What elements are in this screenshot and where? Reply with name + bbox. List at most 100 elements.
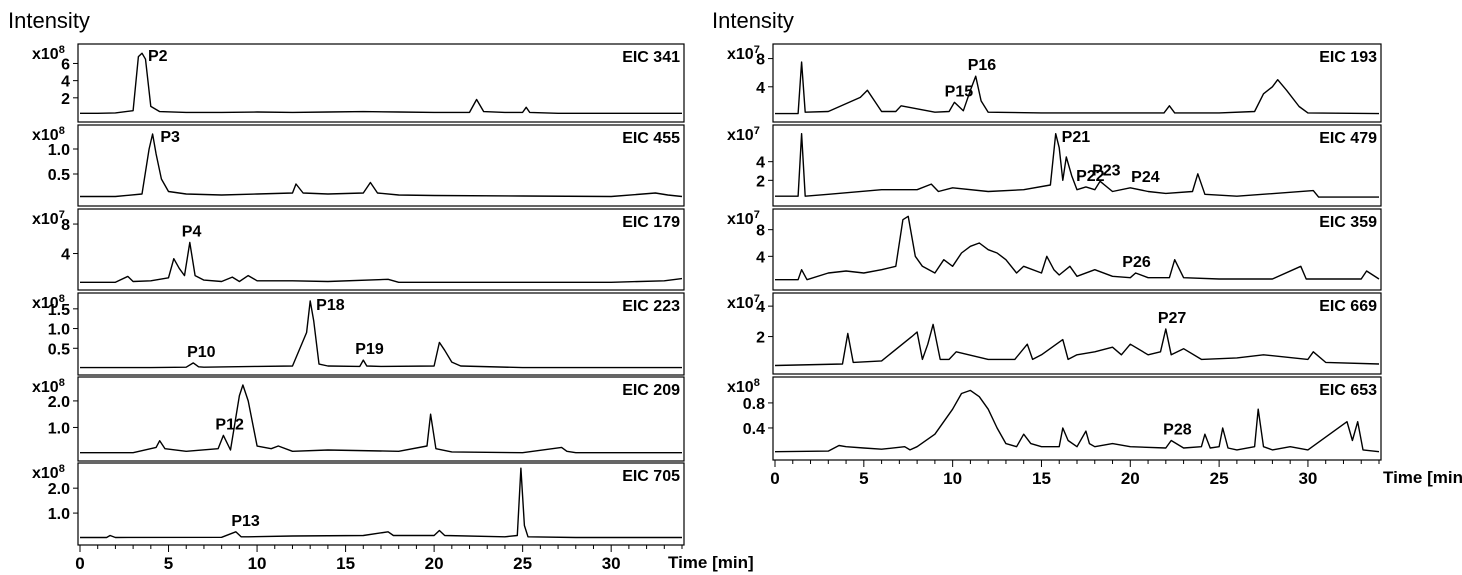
x-tick-label: 0: [75, 554, 84, 573]
peak-label-p23: P23: [1092, 162, 1121, 179]
y-multiplier-exponent: 8: [754, 377, 760, 389]
eic-panel-1: EIC 341 x108 246 P2: [32, 43, 685, 123]
eic-panel-9: EIC 359 x107 4 8 P26: [727, 208, 1382, 291]
y-tick-label: 2.0: [48, 481, 70, 498]
panel-frame: [772, 124, 1382, 207]
y-tick-label: 1.5: [48, 302, 70, 319]
y-tick-label: 1.0: [48, 322, 70, 339]
eic-panel-10: EIC 669 x107 2 4 P27: [727, 292, 1382, 375]
peak-label-p26: P26: [1122, 254, 1151, 271]
panel-title: EIC 653: [1319, 382, 1377, 399]
eic-trace: [80, 384, 682, 454]
eic-panel-7: EIC 193 x107 4 8 P15 P16: [727, 43, 1382, 123]
eic-panel-2: EIC 455 x108 0.5 1.0 P3: [32, 124, 685, 207]
eic-trace: [774, 389, 1380, 453]
x-tick-label: 5: [164, 554, 173, 573]
peak-label-p28: P28: [1163, 421, 1192, 438]
y-multiplier: x108: [32, 377, 65, 396]
panel-frame: [77, 43, 685, 123]
eic-trace: [80, 52, 682, 115]
panel-frame: [772, 208, 1382, 291]
panel-frame: [77, 124, 685, 207]
y-multiplier-exponent: 7: [754, 209, 760, 221]
y-multiplier: x108: [32, 293, 65, 312]
peak-label-p19: P19: [355, 341, 384, 358]
x-tick-label: 20: [1121, 469, 1140, 488]
y-tick-label: 6: [61, 56, 70, 73]
panel-title: EIC 359: [1319, 214, 1377, 231]
y-tick-label: 2: [756, 330, 765, 347]
panel-frame: [77, 292, 685, 376]
eic-trace: [774, 323, 1380, 367]
y-multiplier: x107: [727, 293, 760, 312]
eic-panel-3: EIC 179 x107 4 8 P4: [32, 208, 685, 291]
x-tick-label: 30: [1298, 469, 1317, 488]
y-multiplier-exponent: 8: [59, 125, 65, 137]
y-multiplier-exponent: 7: [754, 293, 760, 305]
left-x-axis: 0 5 10 15 20 25 30: [75, 545, 683, 573]
right-y-axis-title: Intensity: [712, 8, 794, 33]
y-multiplier: x108: [32, 463, 65, 482]
peak-label-p10: P10: [187, 344, 216, 361]
panel-title: EIC 479: [1319, 130, 1377, 147]
y-multiplier-exponent: 7: [59, 209, 65, 221]
y-multiplier: x108: [727, 377, 760, 396]
eic-trace: [775, 132, 1379, 198]
x-tick-label: 10: [248, 554, 267, 573]
panel-title: EIC 209: [622, 382, 680, 399]
peak-label-p12: P12: [215, 416, 244, 433]
peak-label-p18: P18: [316, 297, 345, 314]
y-tick-label: 1.0: [48, 142, 70, 159]
y-multiplier-exponent: 8: [59, 44, 65, 56]
y-tick-label: 0.4: [743, 421, 765, 438]
eic-panel-6: EIC 705 x108 1.0 2.0 P13: [32, 462, 685, 546]
x-tick-label: 25: [513, 554, 532, 573]
y-tick-label: 4: [61, 247, 70, 264]
y-tick-label: 2: [756, 173, 765, 190]
y-tick-label: 4: [756, 155, 765, 172]
y-tick-label: 8: [756, 52, 765, 69]
eic-panel-4: EIC 223 x108 0.5 1.0 1.5 P10 P18 P19: [32, 292, 685, 376]
panel-frame: [772, 43, 1382, 123]
panel-title: EIC 705: [622, 468, 680, 485]
y-multiplier: x108: [32, 44, 65, 63]
y-tick-label: 8: [756, 223, 765, 240]
x-tick-label: 10: [943, 469, 962, 488]
y-tick-label: 1.0: [48, 420, 70, 437]
x-tick-label: 15: [336, 554, 355, 573]
y-multiplier-exponent: 8: [59, 463, 65, 475]
peak-label-p3: P3: [160, 129, 180, 146]
eic-trace: [80, 467, 682, 539]
left-x-axis-title: Time [min]: [668, 553, 754, 572]
x-tick-label: 5: [859, 469, 868, 488]
peak-label-p16: P16: [968, 57, 997, 74]
y-multiplier: x107: [32, 209, 65, 228]
y-multiplier: x108: [32, 125, 65, 144]
peak-label-p4: P4: [182, 223, 202, 240]
panel-title: EIC 179: [622, 214, 680, 231]
y-tick-label: 2.0: [48, 394, 70, 411]
y-tick-label: 4: [756, 80, 765, 97]
y-tick-label: 0.5: [48, 167, 70, 184]
left-y-axis-title: Intensity: [8, 8, 90, 33]
y-multiplier-exponent: 8: [59, 293, 65, 305]
y-multiplier: x107: [727, 209, 760, 228]
eic-trace: [80, 133, 683, 198]
eic-trace: [80, 300, 682, 369]
panel-title: EIC 223: [622, 298, 680, 315]
peak-label-p2: P2: [148, 48, 168, 65]
x-tick-label: 20: [425, 554, 444, 573]
right-x-axis-title: Time [min]: [1383, 468, 1462, 487]
panel-title: EIC 193: [1319, 49, 1377, 66]
eic-panel-5: EIC 209 x108 1.0 2.0 P12: [32, 376, 685, 462]
panel-frame: [772, 292, 1382, 375]
peak-label-p22: P22: [1076, 168, 1105, 185]
y-multiplier: x107: [727, 125, 760, 144]
peak-label-p13: P13: [231, 513, 260, 530]
eic-panel-11: EIC 653 x108 0.4 0.8 P28: [727, 376, 1382, 461]
panel-frame: [77, 376, 685, 462]
y-tick-label: 0.5: [48, 341, 70, 358]
y-tick-label: 8: [61, 217, 70, 234]
panel-title: EIC 669: [1319, 298, 1377, 315]
